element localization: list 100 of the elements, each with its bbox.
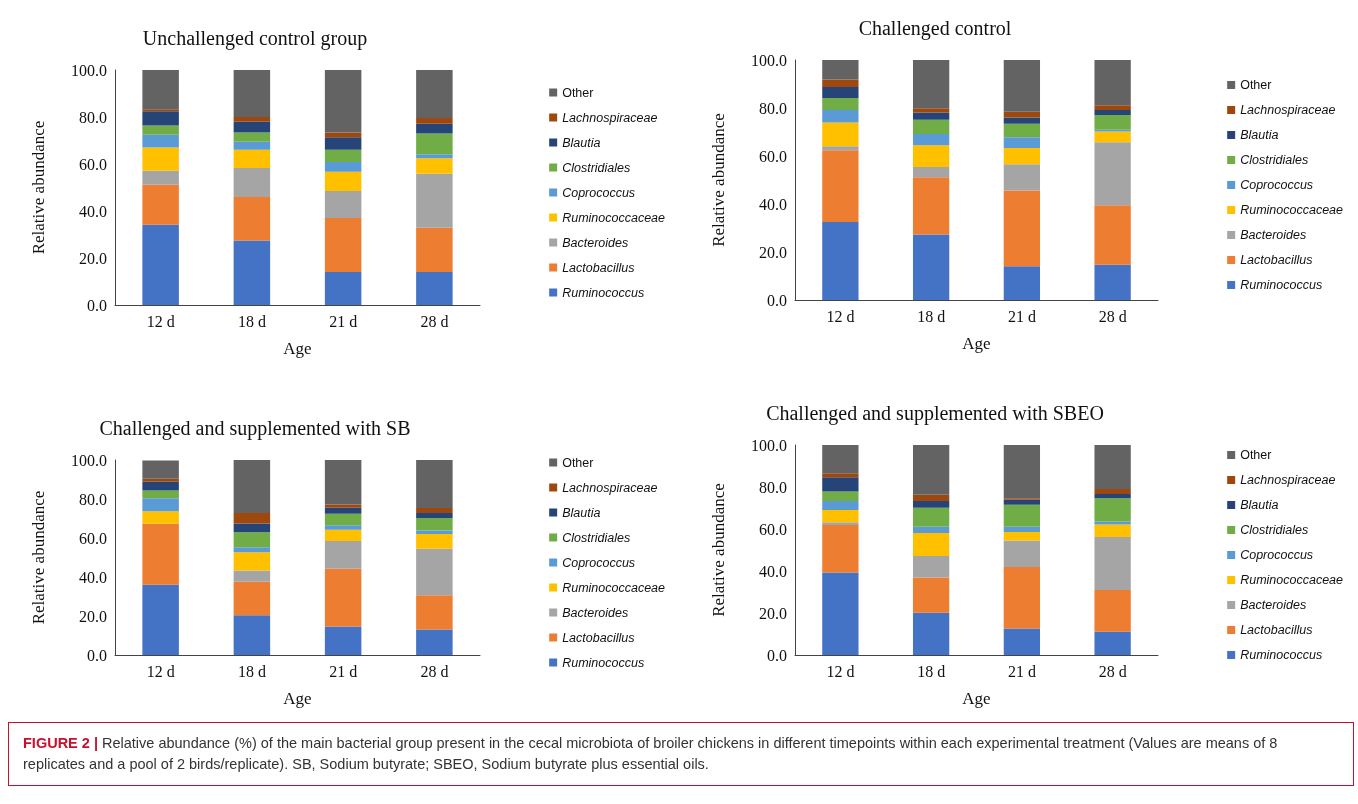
- bar: [416, 272, 453, 305]
- x-tick-label: 21 d: [329, 312, 358, 330]
- y-tick-label: 0.0: [767, 646, 787, 664]
- bar: [1094, 524, 1131, 537]
- bar: [1003, 526, 1041, 532]
- bar: [142, 460, 179, 479]
- legend-label: Ruminococcus: [562, 655, 645, 670]
- bar: [1003, 499, 1041, 505]
- bar: [822, 501, 859, 511]
- bar: [233, 168, 271, 197]
- bar: [142, 498, 179, 512]
- bar: [822, 522, 859, 526]
- bar: [1094, 264, 1131, 300]
- y-tick-label: 0.0: [87, 296, 107, 314]
- x-tick-label: 12 d: [826, 307, 855, 325]
- y-tick-label: 100.0: [751, 436, 787, 454]
- legend-label: Bacteroides: [1240, 598, 1307, 612]
- bar: [233, 581, 271, 616]
- bar: [233, 460, 271, 514]
- chart-title: Unchallenged control group: [142, 27, 368, 50]
- bar: [233, 196, 271, 241]
- chart-title: Challenged and supplemented with SB: [99, 417, 411, 440]
- y-axis-title: Relative abundance: [709, 483, 728, 617]
- bar: [233, 532, 271, 548]
- y-tick-label: 40.0: [79, 202, 107, 220]
- bar: [822, 87, 859, 98]
- bar: [1094, 205, 1131, 265]
- bar: [1003, 504, 1041, 527]
- legend-label: Blautia: [1240, 128, 1279, 142]
- x-tick-label: 18 d: [237, 312, 266, 330]
- legend-label: Clostridiales: [1240, 153, 1309, 167]
- bar: [912, 507, 950, 527]
- bar: [324, 525, 362, 530]
- x-tick-label: 21 d: [329, 662, 358, 680]
- bar: [822, 222, 859, 300]
- bar: [912, 445, 950, 495]
- bar: [1094, 493, 1131, 499]
- y-tick-label: 60.0: [759, 520, 787, 538]
- x-tick-label: 18 d: [237, 662, 266, 680]
- bar: [324, 626, 362, 655]
- bar: [822, 79, 859, 88]
- bar: [1003, 164, 1041, 191]
- bar: [1094, 109, 1131, 115]
- bar: [1003, 531, 1041, 541]
- bar: [324, 513, 362, 526]
- legend-label: Lachnospiraceae: [1240, 103, 1336, 117]
- legend-label: Blautia: [1240, 498, 1279, 512]
- legend-label: Ruminococcus: [562, 285, 645, 300]
- bar: [324, 162, 362, 172]
- y-tick-label: 80.0: [759, 99, 787, 117]
- legend-label: Bacteroides: [1240, 228, 1307, 242]
- bar: [416, 173, 453, 228]
- x-tick-label: 12 d: [146, 662, 175, 680]
- bar: [233, 121, 271, 133]
- legend-label: Lactobacillus: [562, 260, 635, 275]
- bar: [822, 491, 859, 502]
- x-axis-title: Age: [962, 689, 991, 708]
- bar: [1003, 60, 1041, 112]
- legend-label: Bacteroides: [562, 235, 629, 250]
- bar: [1094, 105, 1131, 110]
- x-tick-label: 28 d: [1098, 307, 1127, 325]
- bar: [142, 224, 179, 305]
- bar: [1003, 190, 1041, 267]
- bar: [912, 112, 950, 120]
- bar: [1003, 137, 1041, 149]
- bar: [822, 510, 859, 523]
- bar: [142, 523, 179, 585]
- bar: [233, 132, 271, 142]
- bar: [912, 501, 950, 508]
- bar: [233, 117, 271, 122]
- x-tick-label: 21 d: [1007, 307, 1036, 325]
- x-axis-title: Age: [283, 689, 312, 708]
- legend-label: Lachnospiraceae: [562, 110, 658, 125]
- bar: [416, 533, 453, 549]
- y-axis-title: Relative abundance: [29, 120, 48, 255]
- bar: [416, 117, 453, 124]
- bar: [142, 584, 179, 655]
- bar: [233, 552, 271, 571]
- legend-label: Coprococcus: [1240, 548, 1314, 562]
- bar: [1003, 123, 1041, 138]
- bar: [1094, 142, 1131, 206]
- bar: [416, 530, 453, 534]
- bar: [822, 97, 859, 110]
- bar: [324, 218, 362, 273]
- bar: [1094, 445, 1131, 489]
- bar: [822, 146, 859, 151]
- legend-label: Lachnospiraceae: [562, 480, 658, 495]
- legend-label: Ruminococcaceae: [1240, 573, 1344, 587]
- legend-label: Coprococcus: [562, 185, 636, 200]
- bar: [1003, 567, 1041, 629]
- y-tick-label: 80.0: [79, 108, 107, 126]
- bar: [324, 137, 362, 150]
- x-tick-label: 21 d: [1007, 662, 1036, 680]
- bar: [912, 234, 950, 300]
- bar: [822, 60, 859, 80]
- bar: [416, 595, 453, 630]
- caption: FIGURE 2 | Relative abundance (%) of the main bacterial group present in the cecal microbiota of broiler chickens in different timepoints within each experimental treatment (Values are means of 8 replicates and a pool of 2 birds/replicate). SB, Sodium butyrate; SBEO, Sodium butyrate plus essential oils.: [8, 722, 1354, 787]
- legend-label: Blautia: [562, 505, 601, 520]
- bar: [416, 513, 453, 518]
- bar: [233, 70, 271, 117]
